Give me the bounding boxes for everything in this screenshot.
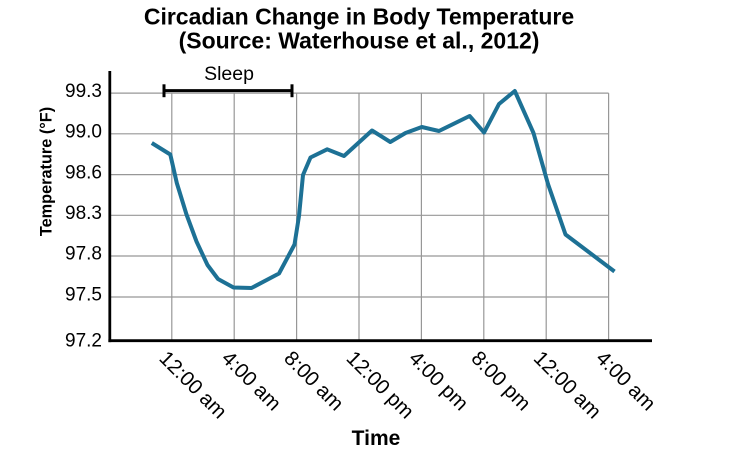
svg-text:8:00 am: 8:00 am <box>279 347 348 416</box>
svg-text:99.0: 99.0 <box>65 122 102 143</box>
svg-text:97.5: 97.5 <box>65 285 102 306</box>
svg-text:(Source: Waterhouse et al., 20: (Source: Waterhouse et al., 2012) <box>179 27 540 53</box>
svg-text:Time: Time <box>352 427 401 449</box>
svg-text:12:00 pm: 12:00 pm <box>342 347 419 424</box>
svg-text:98.6: 98.6 <box>65 162 102 183</box>
svg-text:12:00 am: 12:00 am <box>155 347 232 424</box>
svg-text:97.8: 97.8 <box>65 244 102 265</box>
svg-text:Circadian Change in Body Tempe: Circadian Change in Body Temperature <box>144 4 574 30</box>
svg-text:99.3: 99.3 <box>65 81 102 102</box>
svg-text:Temperature (°F): Temperature (°F) <box>38 107 56 236</box>
svg-text:97.2: 97.2 <box>65 330 102 351</box>
svg-text:Sleep: Sleep <box>204 63 254 85</box>
svg-text:12:00 am: 12:00 am <box>529 347 606 424</box>
svg-text:8:00 pm: 8:00 pm <box>467 347 536 416</box>
svg-text:98.3: 98.3 <box>65 203 102 224</box>
